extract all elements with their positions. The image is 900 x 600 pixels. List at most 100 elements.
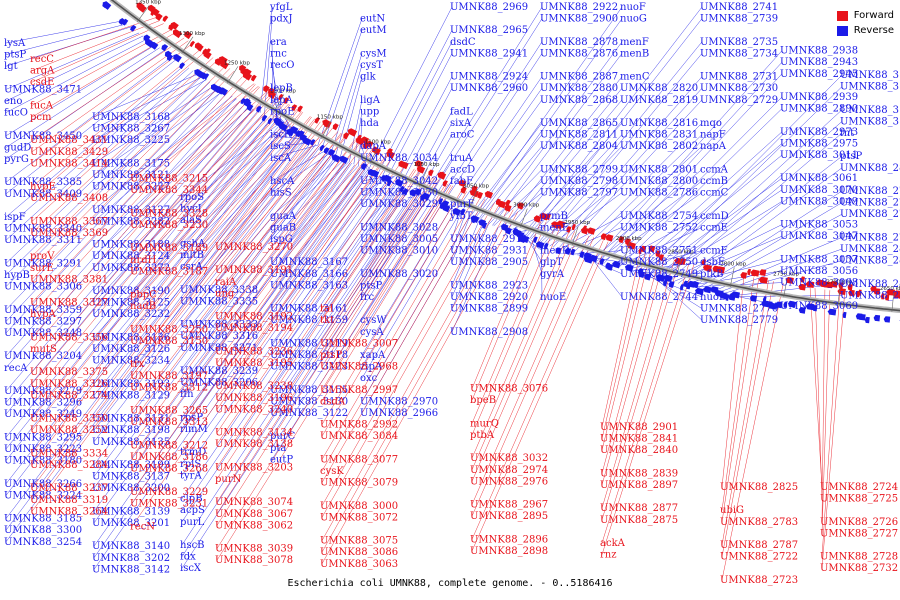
forward-gene-label: UMNK88_3187 xyxy=(130,266,208,277)
reverse-gene-label: cysW xyxy=(360,315,387,326)
label-connector xyxy=(451,76,543,210)
label-connector xyxy=(216,126,330,248)
reverse-gene-label: UMNK88_2938 xyxy=(780,46,858,57)
reverse-gene-label: ffh xyxy=(180,389,194,400)
forward-gene-label: UMNK88_3138 xyxy=(215,439,293,450)
scale-tick-mark xyxy=(837,285,841,306)
reverse-gene-label: UMNK88_3057 xyxy=(780,254,858,265)
scale-tick-label: 2700 kbp xyxy=(826,280,852,286)
label-connector xyxy=(596,180,703,262)
forward-gene-arrow xyxy=(263,85,270,93)
label-connector xyxy=(216,149,374,364)
reverse-gene-label: UMNK88_3225 xyxy=(92,135,170,146)
label-connector xyxy=(451,223,489,309)
label-connector xyxy=(613,96,783,267)
reverse-gene-label: UMNK88_2785 xyxy=(840,209,900,220)
label-connector xyxy=(216,176,433,514)
label-connector xyxy=(451,212,461,240)
scale-tick-label: 1100 kbp xyxy=(365,139,391,145)
label-connector xyxy=(181,126,284,209)
label-connector xyxy=(181,159,347,372)
label-connector xyxy=(31,43,193,164)
forward-gene-arrow xyxy=(398,160,405,168)
forward-gene-label: UMNK88_3195 xyxy=(215,358,293,369)
forward-gene-label: UMNK88_3381 xyxy=(30,274,108,285)
forward-gene-label: UMNK88_2897 xyxy=(600,480,678,491)
label-connector xyxy=(321,195,477,460)
reverse-gene-label: UMNK88_2784 xyxy=(840,198,900,209)
label-connector xyxy=(473,6,623,219)
forward-gene-arrow xyxy=(758,276,768,284)
label-connector xyxy=(5,108,254,403)
reverse-gene-label: purL xyxy=(180,517,205,528)
reverse-gene-arrow xyxy=(607,263,614,271)
reverse-gene-arrow xyxy=(302,137,312,146)
label-connector xyxy=(216,142,361,329)
reverse-gene-label: UMNK88_3239 xyxy=(180,366,258,377)
forward-gene-arrow xyxy=(587,227,596,235)
forward-gene-label: UMNK88_3240 xyxy=(215,404,293,415)
label-connector xyxy=(5,64,185,218)
forward-gene-label: UMNK88_3236 xyxy=(215,346,293,357)
reverse-gene-arrow xyxy=(246,103,254,112)
label-connector xyxy=(321,207,509,541)
forward-gene-arrow xyxy=(442,180,448,187)
label-connector xyxy=(721,275,745,488)
label-connector xyxy=(471,226,561,436)
label-connector xyxy=(399,88,453,187)
forward-gene-label: UMNK88_2825 xyxy=(720,482,798,493)
label-connector xyxy=(31,111,304,466)
reverse-gene-arrow xyxy=(570,248,576,256)
reverse-gene-arrow xyxy=(663,279,668,287)
forward-gene-arrow xyxy=(347,128,358,137)
reverse-gene-label: UMNK88_3316 xyxy=(180,331,258,342)
scale-tick-mark xyxy=(729,267,735,288)
label-connector xyxy=(181,136,302,256)
label-connector xyxy=(181,164,356,395)
forward-gene-label: UMNK88_3077 xyxy=(320,454,398,465)
label-connector xyxy=(31,76,243,303)
reverse-gene-label: ptsP xyxy=(4,50,27,61)
reverse-gene-label: UMNK88_3223 xyxy=(4,444,82,455)
label-connector xyxy=(552,76,703,248)
label-connector xyxy=(682,167,843,285)
reverse-gene-label: hycI xyxy=(180,204,202,215)
label-connector xyxy=(601,257,665,486)
reverse-gene-label: UMNK88_3121 xyxy=(92,170,170,181)
label-connector xyxy=(181,192,415,546)
gene-feature-arrows xyxy=(102,1,900,324)
label-connector xyxy=(821,292,845,569)
reverse-gene-label: UMNK88_3159 xyxy=(270,315,348,326)
scale-tick-mark xyxy=(321,120,332,139)
reverse-gene-label: UMNK88_3168 xyxy=(92,112,170,123)
reverse-gene-label: UMNK88_3201 xyxy=(92,518,170,529)
reverse-gene-label: hscB xyxy=(180,540,205,551)
reverse-gene-label: UMNK88_3155 xyxy=(270,385,348,396)
reverse-gene-label: UMNK88_3129 xyxy=(92,390,170,401)
forward-gene-arrow xyxy=(428,169,434,177)
reverse-gene-label: UMNK88_3127 xyxy=(92,205,170,216)
reverse-gene-label: UMNK88_2943 xyxy=(780,57,858,68)
reverse-gene-arrow xyxy=(857,313,866,321)
label-connector xyxy=(663,121,843,281)
reverse-gene-arrow xyxy=(150,41,159,50)
reverse-gene-label: UMNK88_3338 xyxy=(180,285,258,296)
reverse-gene-label: UMNK88_2750 xyxy=(620,257,698,268)
label-connector xyxy=(271,168,363,274)
label-connector xyxy=(131,93,272,226)
reverse-gene-label: UMNK88_3028 xyxy=(360,222,438,233)
reverse-gene-label: UMNK88_3199 xyxy=(92,460,170,471)
reverse-gene-arrow xyxy=(555,247,562,255)
reverse-gene-label: UMNK88_3117 xyxy=(840,82,900,93)
reverse-gene-label: frc xyxy=(360,292,374,303)
reverse-gene-label: UMNK88_3193 xyxy=(92,379,170,390)
forward-gene-arrow xyxy=(202,48,208,55)
label-connector xyxy=(271,190,409,390)
label-connector xyxy=(474,134,543,219)
label-connector xyxy=(618,108,783,268)
reverse-gene-label: gshA xyxy=(180,238,206,249)
label-connector xyxy=(131,141,360,458)
reverse-gene-label: hda xyxy=(360,118,379,129)
scale-tick-label: 2800 kbp xyxy=(720,261,746,267)
label-connector xyxy=(562,99,703,251)
